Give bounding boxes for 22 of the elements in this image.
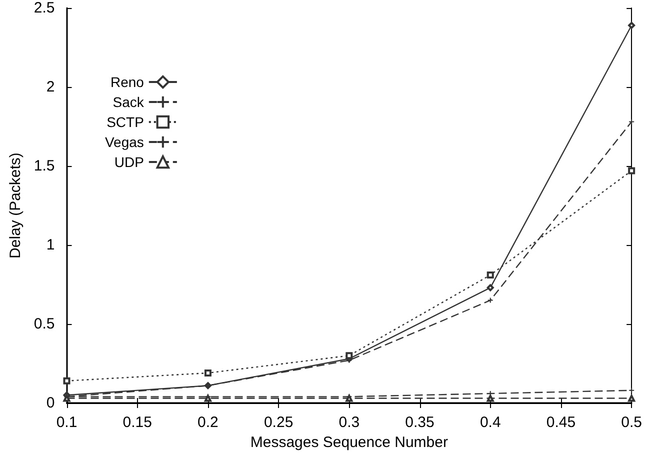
- x-tick-label: 0.4: [480, 414, 501, 431]
- legend-label: Vegas: [104, 134, 144, 150]
- y-tick-label: 2: [46, 78, 55, 96]
- x-tick-label: 0.2: [198, 414, 218, 431]
- legend-label: Reno: [110, 74, 144, 90]
- y-tick-label: 2.5: [34, 0, 55, 16]
- y-tick-label: 1: [46, 236, 55, 254]
- x-tick-label: 0.25: [264, 414, 294, 431]
- x-tick-label: 0.5: [621, 414, 642, 431]
- legend-label: SCTP: [106, 114, 144, 130]
- x-axis-title: Messages Sequence Number: [250, 434, 448, 451]
- x-tick-label: 0.1: [56, 414, 78, 431]
- y-tick-label: 0.5: [34, 316, 55, 332]
- x-tick-label: 0.3: [338, 414, 360, 431]
- x-tick-label: 0.15: [122, 414, 152, 431]
- y-tick-label: 1.5: [34, 158, 55, 174]
- y-tick-label: 0: [46, 394, 55, 412]
- x-tick-label: 0.35: [405, 414, 434, 431]
- x-tick-label: 0.45: [546, 414, 576, 431]
- legend-label: UDP: [114, 154, 144, 170]
- y-axis-title: Delay (Packets): [7, 152, 24, 258]
- legend-label: Sack: [112, 94, 145, 110]
